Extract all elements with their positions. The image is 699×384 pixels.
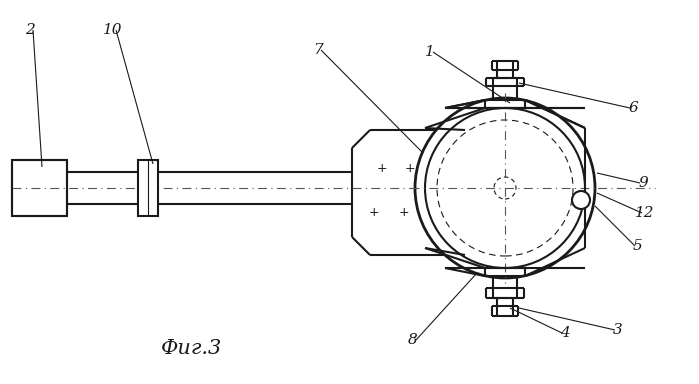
Bar: [138, 160, 158, 216]
Bar: [12, 160, 67, 216]
Text: 1: 1: [425, 45, 435, 59]
Circle shape: [494, 177, 516, 199]
Text: 8: 8: [408, 333, 418, 347]
Circle shape: [572, 191, 590, 209]
Text: +: +: [405, 162, 415, 174]
Text: 3: 3: [613, 323, 623, 337]
Text: 10: 10: [103, 23, 123, 37]
Text: 12: 12: [635, 206, 655, 220]
Text: 6: 6: [628, 101, 638, 115]
Text: 5: 5: [633, 239, 643, 253]
Circle shape: [425, 108, 585, 268]
Text: 9: 9: [638, 176, 648, 190]
Text: 2: 2: [25, 23, 35, 37]
Text: +: +: [398, 207, 410, 220]
Circle shape: [437, 120, 573, 256]
Text: 7: 7: [313, 43, 323, 57]
Text: +: +: [368, 207, 380, 220]
Text: Фиг.3: Фиг.3: [161, 339, 222, 358]
Text: 4: 4: [560, 326, 570, 340]
Circle shape: [415, 98, 595, 278]
Text: +: +: [377, 162, 387, 174]
